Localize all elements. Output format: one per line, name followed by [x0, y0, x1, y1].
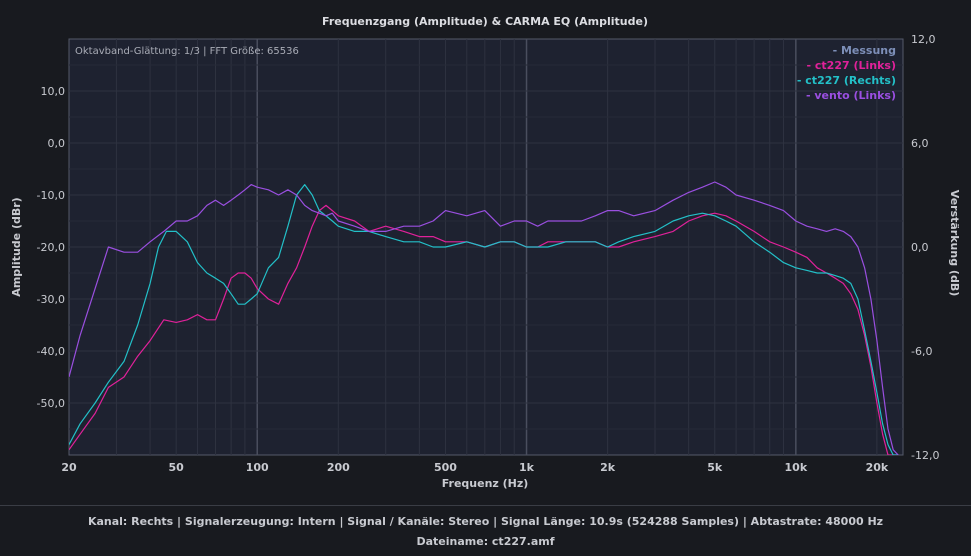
y-tick-label: -10,0	[37, 189, 65, 202]
y2-tick-label: 0,0	[911, 241, 929, 254]
y-tick-label: -40,0	[37, 345, 65, 358]
y-tick-label: 10,0	[41, 85, 66, 98]
x-tick-label: 100	[246, 461, 269, 474]
x-tick-label: 20	[61, 461, 77, 474]
x-tick-label: 500	[434, 461, 457, 474]
frequency-response-chart: Frequenzgang (Amplitude) & CARMA EQ (Amp…	[10, 15, 961, 490]
x-tick-label: 20k	[866, 461, 889, 474]
x-tick-label: 50	[169, 461, 185, 474]
legend-entry: - Messung	[833, 44, 896, 57]
x-axis-label: Frequenz (Hz)	[442, 477, 529, 490]
x-tick-label: 10k	[785, 461, 808, 474]
series-line	[69, 181, 899, 455]
legend: - Messung - ct227 (Links) - ct227 (Rechts)…	[797, 44, 896, 102]
x-tick-label: 5k	[707, 461, 723, 474]
y2-tick-label: 12,0	[911, 33, 936, 46]
y2-axis-label: Verstärkung (dB)	[948, 190, 961, 296]
x-tick-label: 1k	[519, 461, 535, 474]
info-text: Oktavband-Glättung: 1/3 | FFT Größe: 655…	[75, 46, 299, 57]
y-tick-label: -20,0	[37, 241, 65, 254]
status-line-info: Kanal: Rechts | Signalerzeugung: Intern …	[87, 515, 884, 528]
y-tick-label: 0,0	[48, 137, 66, 150]
chart-title: Frequenzgang (Amplitude) & CARMA EQ (Amp…	[322, 15, 648, 28]
y2-tick-label: 6,0	[911, 137, 929, 150]
x-tick-label: 2k	[600, 461, 616, 474]
y2-tick-label: -6,0	[911, 345, 932, 358]
legend-entry: - ct227 (Links)	[807, 59, 897, 72]
x-tick-label: 200	[327, 461, 350, 474]
y-tick-label: -30,0	[37, 293, 65, 306]
status-divider	[0, 505, 971, 506]
series-lines	[69, 181, 899, 455]
y2-tick-label: -12,0	[911, 449, 939, 462]
legend-entry: - vento (Links)	[806, 89, 896, 102]
y-tick-label: -50,0	[37, 397, 65, 410]
axis-tick-labels: 20 50 100 200 500 1k 2k 5k 10k 20k 10,0 0,0 -10,0 -20…	[37, 33, 940, 474]
series-line	[69, 184, 899, 455]
grid-lines	[69, 39, 903, 455]
y-axis-label: Amplitude (dBr)	[10, 197, 23, 296]
legend-entry: - ct227 (Rechts)	[797, 74, 896, 87]
status-line-filename: Dateiname: ct227.amf	[416, 535, 555, 548]
